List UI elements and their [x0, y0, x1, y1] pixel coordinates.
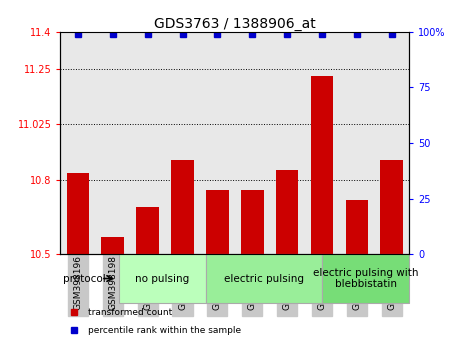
Bar [276, 170, 299, 254]
Bar [66, 173, 89, 254]
Text: electric pulsing: electric pulsing [224, 274, 304, 284]
Bar [380, 160, 403, 254]
Bar [136, 207, 159, 254]
Text: percentile rank within the sample: percentile rank within the sample [88, 326, 241, 335]
Text: transformed count: transformed count [88, 308, 173, 317]
Bar [101, 237, 124, 254]
Bar [119, 254, 206, 303]
Text: no pulsing: no pulsing [135, 274, 189, 284]
Bar [345, 200, 368, 254]
Text: protocol: protocol [63, 274, 106, 284]
Bar [311, 76, 333, 254]
Title: GDS3763 / 1388906_at: GDS3763 / 1388906_at [154, 17, 316, 31]
Bar [322, 254, 409, 303]
Bar [206, 190, 229, 254]
Bar [171, 160, 194, 254]
Bar [241, 190, 264, 254]
Bar [206, 254, 322, 303]
Text: electric pulsing with
blebbistatin: electric pulsing with blebbistatin [313, 268, 418, 289]
